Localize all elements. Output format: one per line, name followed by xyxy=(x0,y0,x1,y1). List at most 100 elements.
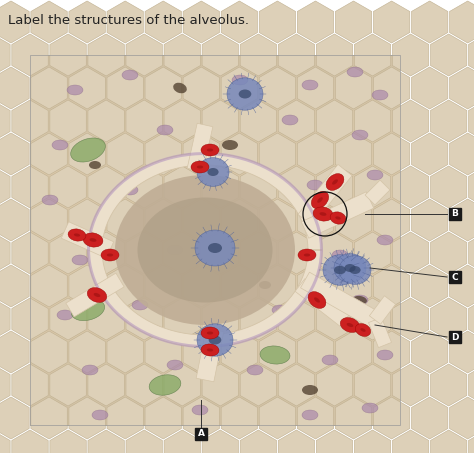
Polygon shape xyxy=(69,265,105,307)
Ellipse shape xyxy=(83,233,103,247)
Polygon shape xyxy=(335,265,372,307)
Polygon shape xyxy=(369,296,396,324)
Ellipse shape xyxy=(201,344,219,356)
Polygon shape xyxy=(411,265,448,307)
Ellipse shape xyxy=(57,310,73,320)
Ellipse shape xyxy=(92,410,108,420)
Polygon shape xyxy=(126,166,163,208)
Polygon shape xyxy=(316,298,353,340)
Polygon shape xyxy=(298,164,352,226)
Polygon shape xyxy=(88,100,124,142)
Bar xyxy=(30,291,400,297)
Ellipse shape xyxy=(346,323,353,327)
Bar xyxy=(30,115,400,121)
Polygon shape xyxy=(259,1,296,43)
Polygon shape xyxy=(69,199,105,241)
Bar xyxy=(30,286,400,292)
Ellipse shape xyxy=(52,140,68,150)
Polygon shape xyxy=(392,34,429,76)
Bar xyxy=(30,342,400,347)
Polygon shape xyxy=(297,1,334,43)
Polygon shape xyxy=(355,34,391,76)
Ellipse shape xyxy=(207,348,213,352)
Polygon shape xyxy=(411,67,448,109)
Ellipse shape xyxy=(334,254,366,282)
Polygon shape xyxy=(88,166,124,208)
Ellipse shape xyxy=(72,299,105,321)
Bar xyxy=(30,69,400,74)
Polygon shape xyxy=(69,133,105,175)
Ellipse shape xyxy=(207,332,213,334)
Polygon shape xyxy=(301,192,374,238)
Ellipse shape xyxy=(192,405,208,415)
Polygon shape xyxy=(183,199,219,241)
Ellipse shape xyxy=(347,67,363,77)
Polygon shape xyxy=(368,318,392,347)
Polygon shape xyxy=(297,397,334,439)
Ellipse shape xyxy=(201,327,219,339)
Bar xyxy=(30,254,400,260)
Polygon shape xyxy=(316,364,353,406)
Polygon shape xyxy=(392,232,429,274)
Polygon shape xyxy=(449,1,474,43)
Ellipse shape xyxy=(356,323,371,337)
Bar xyxy=(449,208,461,220)
Ellipse shape xyxy=(317,197,323,203)
Polygon shape xyxy=(411,331,448,373)
Polygon shape xyxy=(183,331,219,373)
Text: D: D xyxy=(451,333,459,342)
Ellipse shape xyxy=(71,138,105,162)
Bar xyxy=(30,402,400,408)
Polygon shape xyxy=(31,1,67,43)
Bar xyxy=(30,138,400,144)
Polygon shape xyxy=(221,199,257,241)
Ellipse shape xyxy=(222,140,238,150)
Polygon shape xyxy=(430,34,467,76)
Polygon shape xyxy=(196,328,224,382)
Ellipse shape xyxy=(74,233,80,236)
Polygon shape xyxy=(145,1,182,43)
Ellipse shape xyxy=(362,403,378,413)
Ellipse shape xyxy=(68,229,86,241)
Ellipse shape xyxy=(157,125,173,135)
Polygon shape xyxy=(12,430,48,453)
Polygon shape xyxy=(164,298,201,340)
Bar xyxy=(30,323,400,329)
Polygon shape xyxy=(12,166,48,208)
Ellipse shape xyxy=(195,230,235,266)
Ellipse shape xyxy=(72,255,88,265)
Polygon shape xyxy=(0,34,10,76)
Bar xyxy=(30,166,400,172)
Ellipse shape xyxy=(377,350,393,360)
Ellipse shape xyxy=(367,170,383,180)
Bar xyxy=(30,365,400,371)
Ellipse shape xyxy=(304,254,310,256)
Polygon shape xyxy=(0,232,10,274)
Bar xyxy=(30,96,400,102)
Bar xyxy=(30,217,400,222)
Polygon shape xyxy=(69,67,105,109)
Polygon shape xyxy=(316,100,353,142)
Polygon shape xyxy=(335,67,372,109)
Ellipse shape xyxy=(115,175,295,325)
Polygon shape xyxy=(0,1,29,43)
Polygon shape xyxy=(374,199,410,241)
Bar xyxy=(30,87,400,93)
Polygon shape xyxy=(240,34,276,76)
Ellipse shape xyxy=(352,130,368,140)
Bar xyxy=(30,370,400,375)
Polygon shape xyxy=(164,166,201,208)
Bar xyxy=(30,55,400,425)
Ellipse shape xyxy=(349,266,361,274)
Polygon shape xyxy=(61,222,114,258)
Polygon shape xyxy=(0,364,10,406)
Polygon shape xyxy=(187,123,213,172)
Bar xyxy=(30,249,400,255)
Bar xyxy=(30,73,400,79)
Ellipse shape xyxy=(149,375,181,395)
Polygon shape xyxy=(335,397,372,439)
Polygon shape xyxy=(0,67,29,109)
Ellipse shape xyxy=(201,144,219,156)
Bar xyxy=(30,259,400,264)
Polygon shape xyxy=(468,430,474,453)
